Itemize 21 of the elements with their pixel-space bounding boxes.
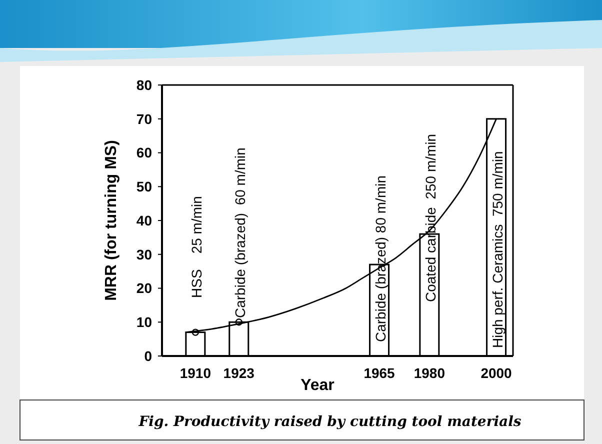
x-axis-title: Year <box>300 377 334 394</box>
y-tick-label: 30 <box>136 246 152 262</box>
y-tick-label: 50 <box>136 178 152 195</box>
annotation: High perf. Ceramics 750 m/min <box>489 151 506 348</box>
y-tick-label: 10 <box>136 314 152 330</box>
annotation: Coated carbide 250 m/min <box>422 134 438 302</box>
x-tick-label: 1980 <box>414 365 446 381</box>
y-tick-label: 0 <box>144 348 152 364</box>
annotation: Carbide (brazed) 60 m/min <box>232 148 248 318</box>
y-tick-label: 40 <box>136 212 152 228</box>
y-tick-label: 70 <box>136 110 152 127</box>
y-axis-title: MRR (for turning MS) <box>103 140 120 301</box>
x-tick-label: 1965 <box>364 365 396 381</box>
x-tick-label: 1910 <box>180 365 212 381</box>
x-tick-label: 1923 <box>223 365 255 381</box>
y-tick-label: 80 <box>136 76 152 93</box>
annotation: HSS 25 m/min <box>188 196 204 298</box>
x-tick-label: 2000 <box>480 365 512 381</box>
text: Fig. Productivity raised by cutting tool materials <box>138 414 522 430</box>
y-tick-label: 60 <box>136 144 152 161</box>
y-tick-label: 20 <box>136 280 152 296</box>
